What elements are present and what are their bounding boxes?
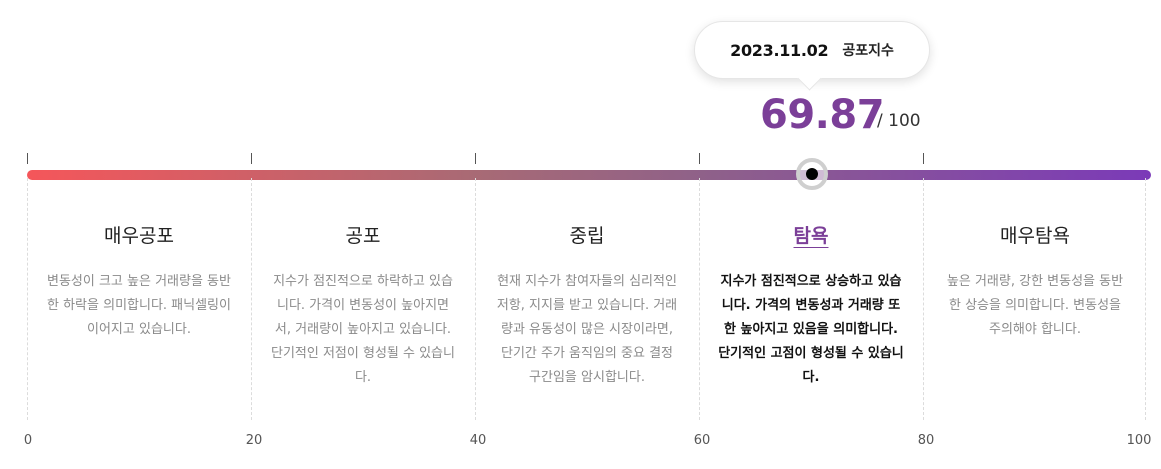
segment-description: 지수가 점진적으로 상승하고 있습니다. 가격의 변동성과 거래량 또한 높아지… <box>718 274 904 385</box>
segment-greed: 탐욕 지수가 점진적으로 상승하고 있습니다. 가격의 변동성과 거래량 또한 … <box>699 222 923 390</box>
separator-line <box>923 178 924 420</box>
axis-label: 80 <box>917 433 935 448</box>
separator-line <box>1145 178 1146 420</box>
axis-label: 100 <box>1126 433 1152 448</box>
tooltip-date: 2023.11.02 <box>730 40 829 60</box>
separator-line <box>27 178 28 420</box>
tooltip-label: 공포지수 <box>842 43 894 59</box>
segment-description: 변동성이 크고 높은 거래량을 동반한 하락을 의미합니다. 패닉셀링이 이어지… <box>47 274 231 337</box>
score-value: 69.87 <box>760 92 885 138</box>
segment-description: 현재 지수가 참여자들의 심리적인 저항, 지지를 받고 있습니다. 거래량과 … <box>496 274 678 385</box>
gauge-marker-ring[interactable] <box>796 158 829 190</box>
tick-mark-0 <box>27 153 28 164</box>
segment-extreme-fear: 매우공포 변동성이 크고 높은 거래량을 동반한 하락을 의미합니다. 패닉셀링… <box>27 222 251 342</box>
tick-mark-80 <box>923 153 924 164</box>
tick-mark-60 <box>699 153 700 164</box>
separator-line <box>251 178 252 420</box>
segment-title[interactable]: 매우공포 <box>104 225 174 247</box>
tick-mark-40 <box>475 153 476 164</box>
axis-label: 0 <box>23 433 33 448</box>
axis-label: 40 <box>469 433 487 448</box>
segment-description: 높은 거래량, 강한 변동성을 동반한 상승을 의미합니다. 변동성을 주의해야… <box>946 274 1124 337</box>
tick-mark-20 <box>251 153 252 164</box>
segment-description: 지수가 점진적으로 하락하고 있습니다. 가격이 변동성이 높아지면서, 거래량… <box>271 274 455 385</box>
separator-line <box>699 178 700 420</box>
segment-fear: 공포 지수가 점진적으로 하락하고 있습니다. 가격이 변동성이 높아지면서, … <box>251 222 475 390</box>
fear-greed-gauge-bar <box>27 170 1151 180</box>
separator-line <box>475 178 476 420</box>
gauge-marker-dot[interactable] <box>806 168 819 180</box>
score-max: / 100 <box>877 111 921 131</box>
date-tooltip: 2023.11.02 공포지수 <box>694 21 930 79</box>
segment-title[interactable]: 공포 <box>345 225 381 247</box>
segment-neutral: 중립 현재 지수가 참여자들의 심리적인 저항, 지지를 받고 있습니다. 거래… <box>475 222 699 390</box>
axis-label: 60 <box>693 433 711 448</box>
segment-title[interactable]: 매우탐욕 <box>1000 225 1070 247</box>
segment-extreme-greed: 매우탐욕 높은 거래량, 강한 변동성을 동반한 상승을 의미합니다. 변동성을… <box>923 222 1147 342</box>
axis-label: 20 <box>245 433 263 448</box>
segment-title-active[interactable]: 탐욕 <box>793 225 829 247</box>
segment-title[interactable]: 중립 <box>569 225 605 247</box>
